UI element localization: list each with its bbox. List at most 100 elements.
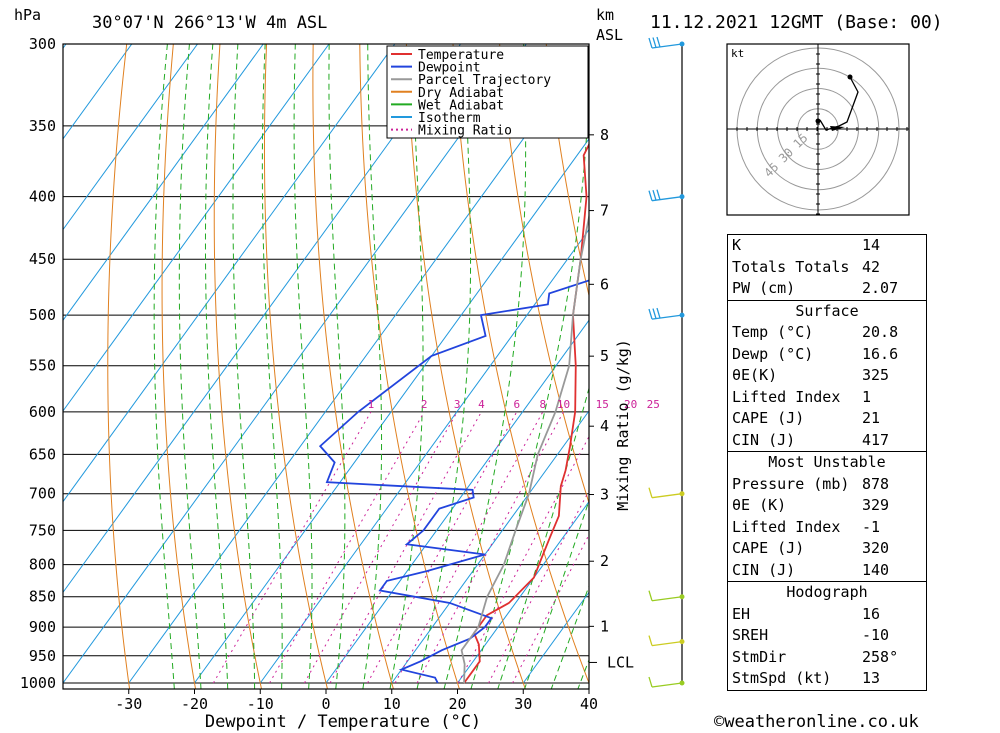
mixing-ratio-line <box>457 435 589 684</box>
mixing-ratio-label: 1 <box>368 398 375 411</box>
unstable-index-value: 140 <box>862 560 890 579</box>
pressure-tick-label: 600 <box>29 403 56 421</box>
pressure-tick-label: 850 <box>29 588 56 606</box>
mixing-ratio-label: 15 <box>596 398 609 411</box>
pressure-tick-label: 450 <box>29 250 56 268</box>
mixing-ratio-label: 10 <box>557 398 570 411</box>
dry-adiabat-line <box>213 44 263 689</box>
wet-adiabat-line <box>232 44 256 689</box>
hodograph-trace <box>819 76 859 131</box>
pressure-tick-label: 350 <box>29 117 56 135</box>
unstable-index-row: CIN (J) 140 <box>728 560 926 582</box>
mixing-ratio-line <box>394 411 544 684</box>
general-index-value: 42 <box>862 257 881 276</box>
general-index-row: PW (cm) 2.07 <box>728 278 926 300</box>
unstable-index-value: 878 <box>862 474 890 493</box>
series-temperature <box>463 142 589 684</box>
wind-profile <box>648 36 685 688</box>
km-tick-label: 4 <box>600 417 609 435</box>
unstable-index-row: Lifted Index -1 <box>728 517 926 539</box>
surface-index-label: CIN (J) <box>732 430 796 449</box>
asl-unit-label: ASL <box>596 26 623 44</box>
legend-entry: Temperature <box>418 48 504 63</box>
wet-adiabat-line <box>328 44 346 689</box>
dry-adiabat-line <box>359 44 460 689</box>
hodograph-index-label: EH <box>732 604 751 623</box>
general-index-row: Totals Totals 42 <box>728 257 926 279</box>
km-tick-label: 1 <box>600 617 609 635</box>
isotherm-line <box>63 44 264 322</box>
isotherm-line <box>391 410 589 684</box>
general-index-label: Totals Totals <box>732 257 850 276</box>
pressure-tick-label: 1000 <box>20 674 56 692</box>
mixing-ratio-label: 25 <box>647 398 660 411</box>
copyright-text: ©weatheronline.co.uk <box>714 712 919 732</box>
location-title: 30°07'N 266°13'W 4m ASL <box>92 13 327 33</box>
mixing-ratio-label: 2 <box>421 398 428 411</box>
hpa-unit-label: hPa <box>14 6 41 24</box>
series-dewpoint <box>318 97 589 684</box>
wet-adiabat-line <box>153 44 175 689</box>
legend-entry: Mixing Ratio <box>418 124 512 139</box>
pressure-tick-label: 950 <box>29 647 56 665</box>
pressure-tick-label: 800 <box>29 556 56 574</box>
pressure-tick-label: 300 <box>29 35 56 53</box>
series-parcel-trajectory <box>460 212 589 684</box>
isotherm-line <box>63 44 198 231</box>
mixing-ratio-line <box>303 411 458 684</box>
wind-barb <box>648 189 683 202</box>
general-indices: K 14 Totals Totals 42 PW (cm) 2.07 <box>727 234 927 301</box>
surface-index-value: 21 <box>862 409 881 427</box>
wet-adiabat-line <box>550 584 589 689</box>
hodograph-indices: Hodograph EH 16 SREH -10 StmDir 258° StmSpd (k… <box>727 582 927 691</box>
hodograph-sfc-point <box>815 118 821 124</box>
hodograph-top-point <box>847 74 853 80</box>
hodograph-index-label: SREH <box>732 626 769 644</box>
plot-lines <box>63 44 589 689</box>
hodograph-index-label: StmDir <box>732 647 787 666</box>
hodograph-unit: kt <box>731 47 744 60</box>
mixing-ratio-label: 6 <box>513 398 520 411</box>
hodograph-index-value: 16 <box>862 604 881 623</box>
mixing-ratio-line <box>269 411 425 684</box>
unstable-index-row: θE (K) 329 <box>728 495 926 517</box>
mixing-ratio-label: 20 <box>624 398 637 411</box>
general-index-label: K <box>732 236 742 254</box>
legend-entry: Isotherm <box>418 111 481 126</box>
mixing-ratio-axis-label: Mixing Ratio (g/kg) <box>614 339 632 511</box>
surface-index-value: 325 <box>862 366 890 384</box>
isotherm-line <box>194 138 589 684</box>
unstable-index-row: CAPE (J) 320 <box>728 538 926 560</box>
surface-index-label: Temp (°C) <box>732 323 814 341</box>
dry-adiabat-line <box>263 44 328 689</box>
mixing-ratio-line <box>367 411 518 684</box>
pressure-tick-label: 650 <box>29 445 56 463</box>
mixing-ratio-line <box>329 411 482 684</box>
pressure-tick-label: 550 <box>29 357 56 375</box>
hodograph-index-row: StmDir 258° <box>728 647 926 669</box>
surface-index-value: 16.6 <box>862 344 899 363</box>
isotherm-line <box>63 44 330 412</box>
km-tick-label: 3 <box>600 486 609 504</box>
isotherm-line <box>63 44 396 503</box>
mixing-ratio-label: 4 <box>478 398 485 411</box>
isotherm-line <box>63 44 461 594</box>
surface-index-label: Lifted Index <box>732 387 841 406</box>
lcl-label: LCL <box>607 653 634 671</box>
wind-barb <box>648 590 683 602</box>
unstable-index-value: 329 <box>862 496 890 514</box>
unstable-index-row: Pressure (mb) 878 <box>728 474 926 496</box>
x-tick-label: -20 <box>181 695 208 713</box>
axes: 3003504004505005506006507007508008509009… <box>20 35 660 713</box>
surface-index-row: Lifted Index 1 <box>728 387 926 409</box>
x-tick-label: -10 <box>247 695 274 713</box>
x-tick-label: 30 <box>514 695 532 713</box>
surface-title: Surface <box>795 301 859 320</box>
surface-index-value: 417 <box>862 430 890 449</box>
surface-index-label: CAPE (J) <box>732 409 805 427</box>
legend-entry: Parcel Trajectory <box>418 73 551 88</box>
mixing-ratio-line <box>488 489 589 684</box>
pressure-tick-label: 750 <box>29 521 56 539</box>
surface-index-row: Temp (°C) 20.8 <box>728 322 926 344</box>
